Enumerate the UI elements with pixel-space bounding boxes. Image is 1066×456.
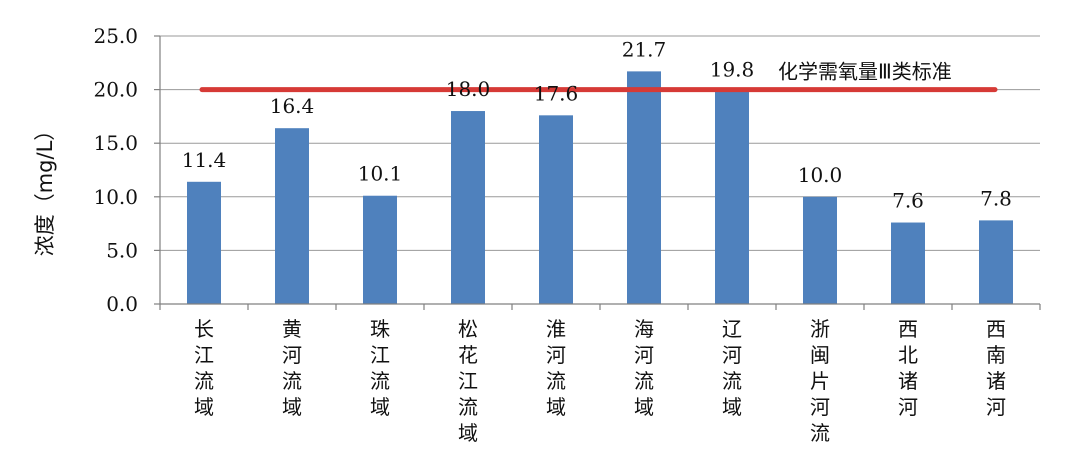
bar [627, 71, 661, 304]
data-label: 11.4 [182, 148, 227, 172]
bar [891, 222, 925, 304]
bar [363, 195, 397, 304]
y-tick-label: 0.0 [106, 292, 138, 316]
y-axis-title: 浓度（mg/L） [33, 120, 57, 257]
category-label: 淮河流域 [546, 317, 566, 419]
y-tick-label: 10.0 [93, 185, 138, 209]
bar [715, 91, 749, 304]
data-label: 16.4 [270, 94, 315, 118]
data-label: 7.8 [980, 186, 1012, 210]
reference-line-group: 化学需氧量Ⅲ类标准 [199, 60, 998, 93]
category-label: 长江流域 [194, 317, 214, 419]
category-label: 辽河流域 [722, 317, 742, 419]
bar [803, 196, 837, 304]
bar [275, 128, 309, 304]
category-label: 浙闽片河流 [810, 317, 830, 445]
bars [187, 71, 1013, 304]
reference-line-label: 化学需氧量Ⅲ类标准 [778, 60, 952, 84]
data-label: 17.6 [534, 81, 579, 105]
bar [187, 181, 221, 304]
bar [539, 115, 573, 304]
bar [979, 220, 1013, 304]
y-tick-label: 5.0 [106, 238, 138, 262]
category-label: 黄河流域 [282, 317, 302, 419]
category-labels: 长江流域 黄河流域 珠江流域 松花江流域 淮河流域 海河流域 辽河流域 浙闽片河流 西北诸河 西南… [194, 317, 1006, 445]
data-label: 19.8 [710, 58, 755, 82]
data-label: 21.7 [622, 37, 667, 61]
data-label: 7.6 [892, 189, 924, 213]
data-label: 10.0 [798, 163, 843, 187]
y-tick-label: 15.0 [93, 131, 138, 155]
data-label: 18.0 [446, 77, 491, 101]
data-label: 10.1 [358, 162, 403, 186]
y-tick-label: 20.0 [93, 78, 138, 102]
category-label: 松花江流域 [458, 317, 478, 445]
axes [154, 35, 1041, 310]
data-labels: 11.4 16.4 10.1 18.0 17.6 21.7 19.8 10.0 7.6 7.8 [182, 37, 1012, 212]
category-label: 珠江流域 [370, 317, 390, 419]
y-tick-label: 25.0 [93, 24, 138, 48]
category-label: 西北诸河 [898, 317, 918, 419]
category-label: 海河流域 [634, 317, 654, 419]
category-label: 西南诸河 [986, 317, 1006, 419]
bar [451, 111, 485, 304]
y-tick-labels: 0.0 5.0 10.0 15.0 20.0 25.0 [93, 24, 138, 316]
